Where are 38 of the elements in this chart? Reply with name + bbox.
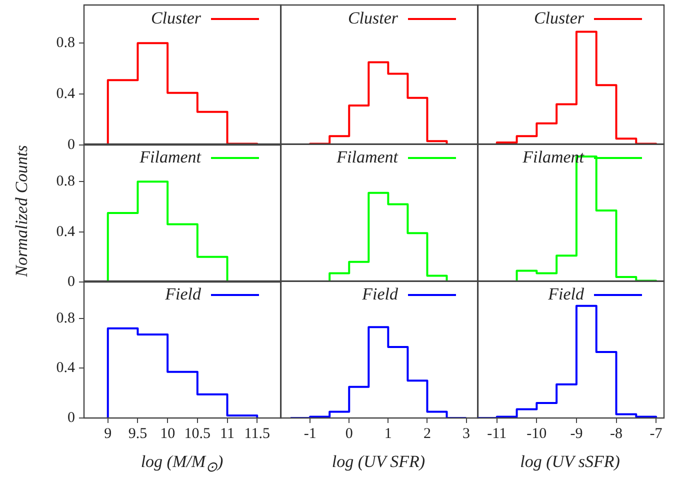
x-tick-label: 9 — [104, 426, 112, 442]
legend-label: Filament — [522, 147, 586, 166]
x-tick-label: 3 — [462, 426, 470, 442]
x-tick-label: -1 — [304, 426, 316, 442]
y-tick-label: 0.8 — [56, 35, 75, 52]
y-tick-label: 0.4 — [56, 360, 76, 376]
x-tick-label: 9.5 — [128, 426, 148, 442]
x-tick-label: -8 — [610, 426, 623, 442]
x-axis-title: log (UV sSFR) — [519, 452, 621, 472]
y-tick-label: 0 — [68, 274, 75, 290]
x-tick-label: -10 — [526, 426, 547, 442]
x-tick-label: 11 — [220, 426, 234, 442]
y-axis-title: Normalized Counts — [12, 145, 32, 277]
y-tick-label: 0.8 — [56, 174, 75, 190]
legend-label: Filament — [138, 147, 202, 166]
legend-label: Field — [547, 284, 584, 304]
legend-label: Field — [361, 284, 398, 304]
x-tick-label: -9 — [570, 426, 583, 442]
y-tick-label: 0.4 — [56, 86, 76, 102]
x-tick-label: 1 — [384, 426, 392, 442]
x-tick-label: -7 — [650, 426, 663, 442]
legend-label: Cluster — [534, 8, 584, 28]
x-tick-label: -11 — [487, 426, 507, 442]
x-tick-label: 10 — [160, 426, 176, 442]
y-tick-label: 0.8 — [56, 310, 75, 326]
legend-label: Cluster — [348, 8, 398, 28]
x-tick-label: 10.5 — [184, 426, 211, 442]
legend-label: Filament — [336, 147, 400, 166]
x-tick-label: 11.5 — [244, 426, 270, 442]
y-tick-label: 0.4 — [56, 224, 76, 240]
x-tick-label: 0 — [345, 426, 353, 442]
y-tick-label: 0 — [68, 410, 75, 426]
x-axis-title: log (UV SFR) — [330, 452, 426, 472]
legend-label: Cluster — [150, 8, 202, 28]
x-axis-title: log (M/M$_{⊙}$) — [140, 452, 224, 476]
y-tick-label: 0 — [68, 136, 75, 153]
legend-label: Field — [164, 284, 202, 304]
x-tick-label: 2 — [423, 426, 431, 442]
